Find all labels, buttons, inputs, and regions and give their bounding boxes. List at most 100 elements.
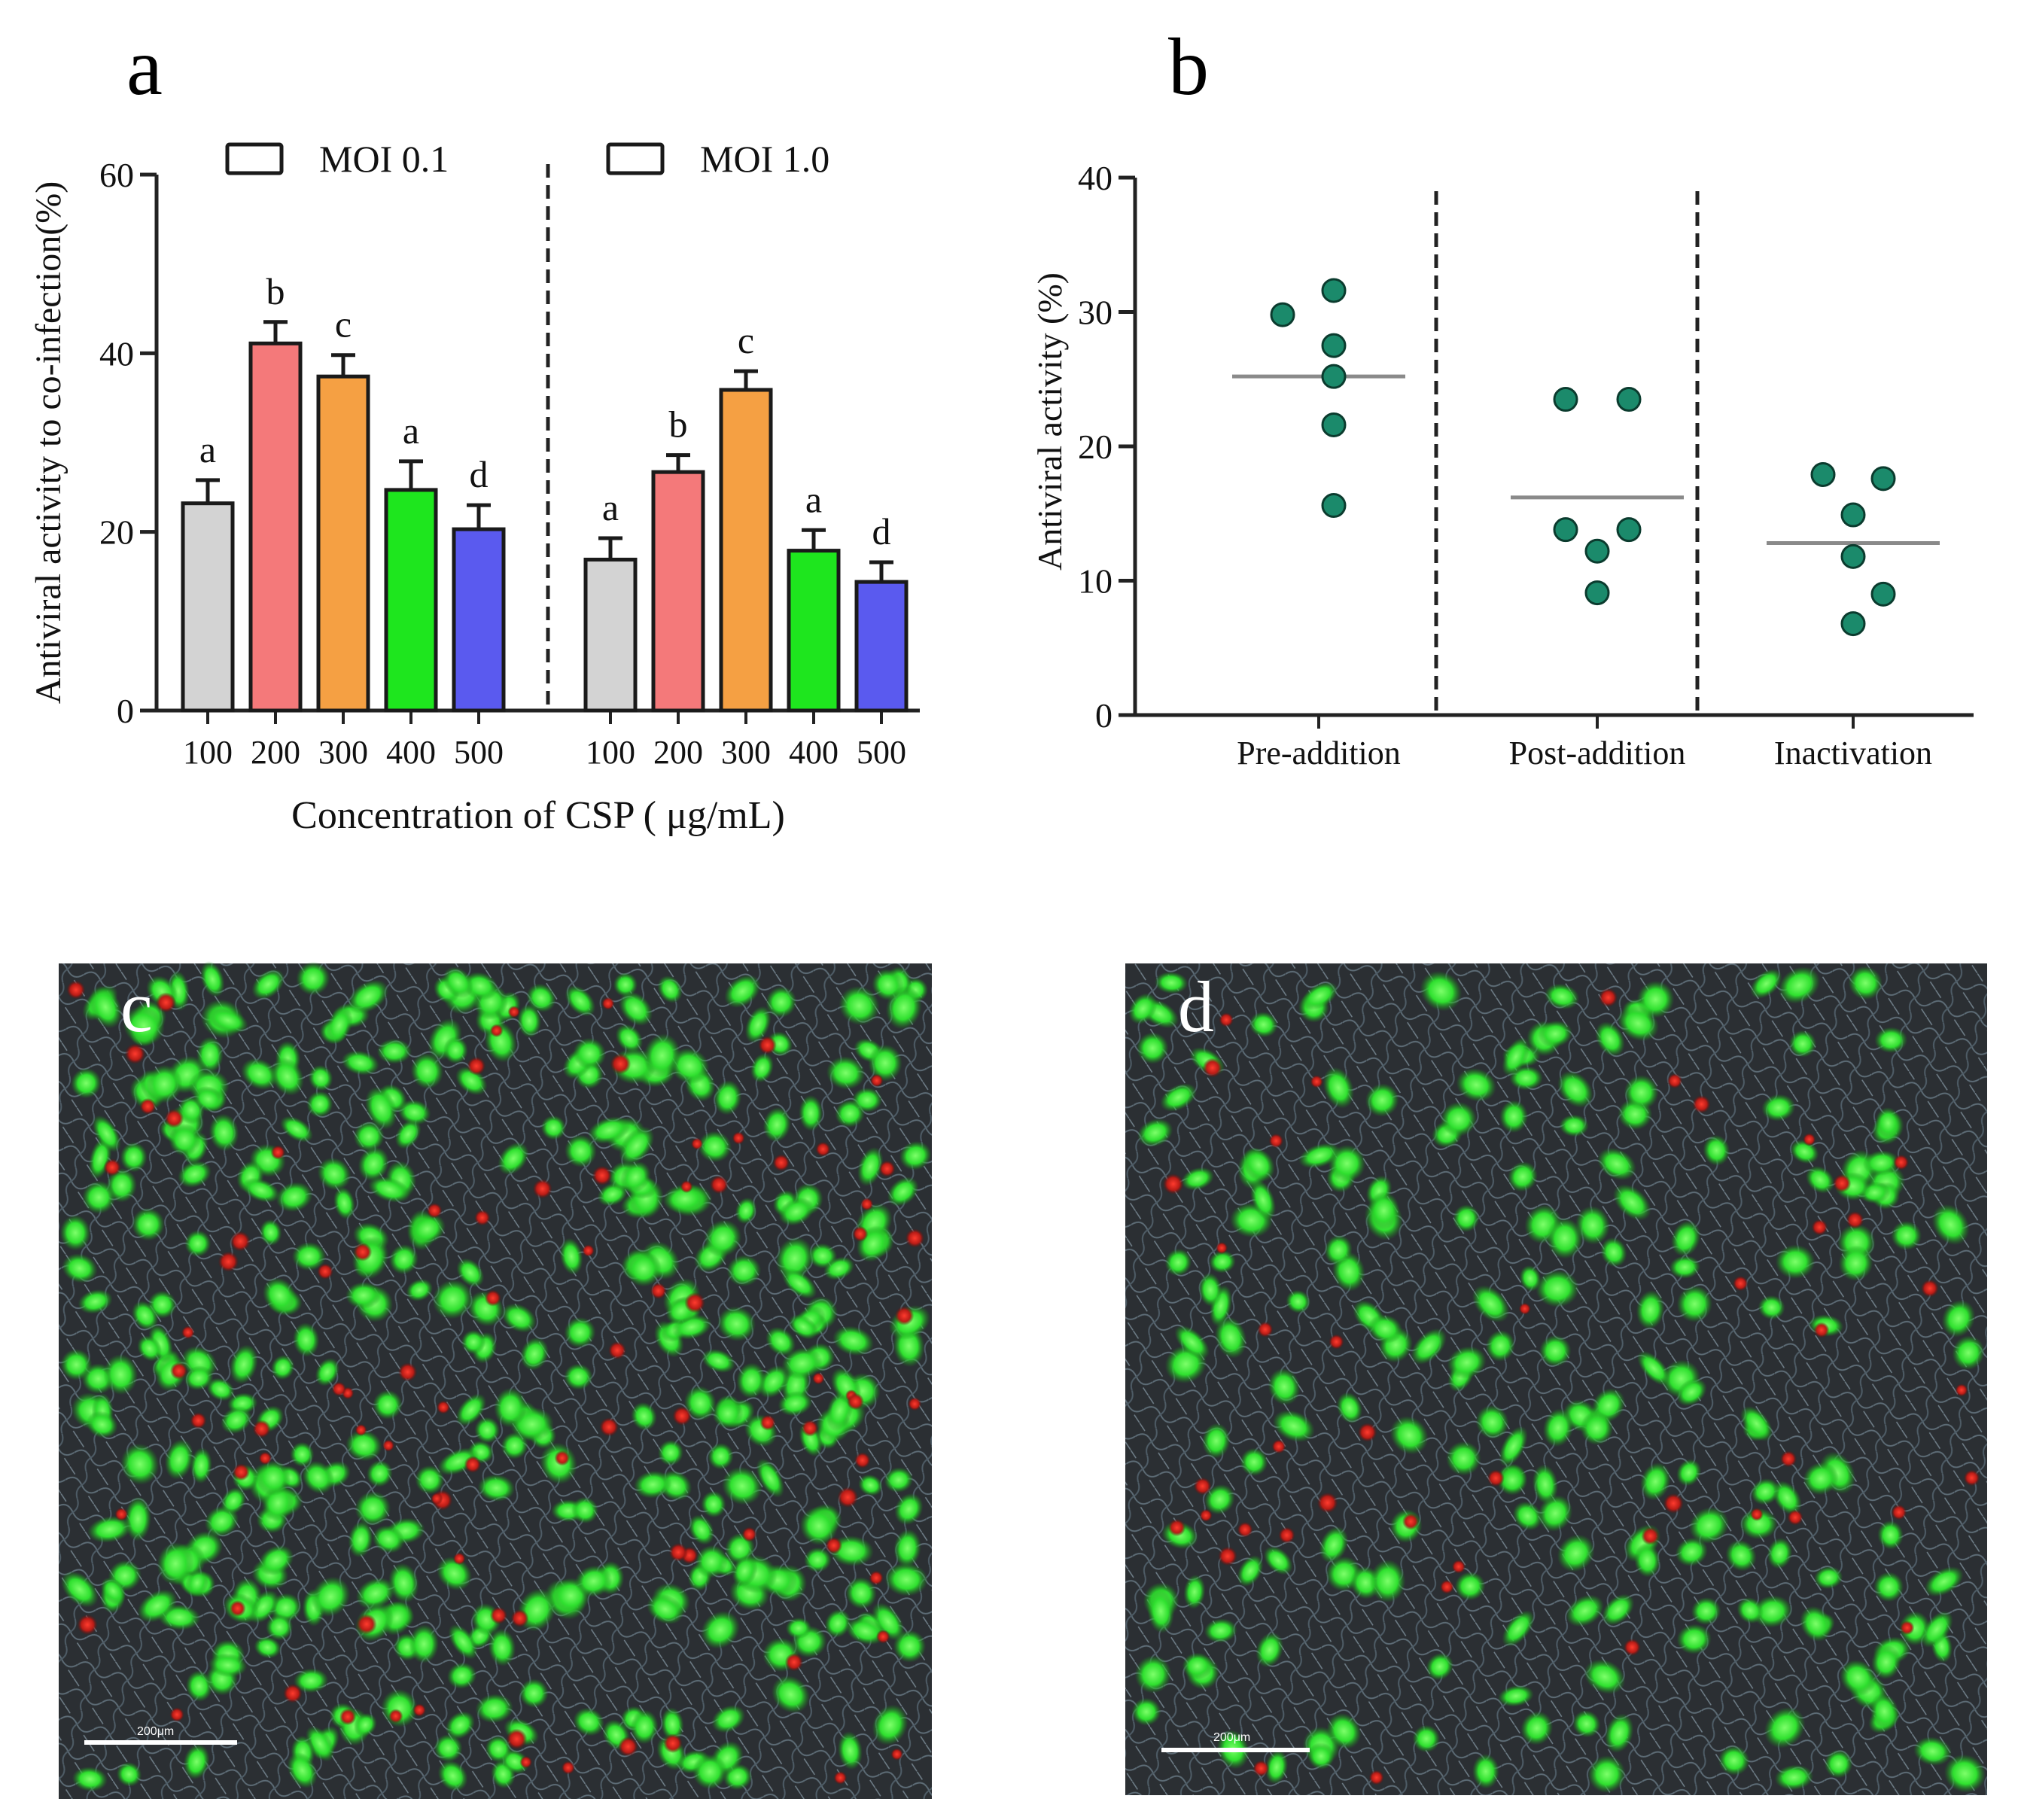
panel-b-data-point	[1616, 387, 1642, 412]
red-fluorescent-cell	[1252, 1760, 1270, 1777]
red-fluorescent-cell	[869, 1073, 884, 1088]
green-fluorescent-cell	[241, 1058, 279, 1091]
panel-b-data-point	[1810, 461, 1836, 487]
green-fluorescent-cell	[488, 1628, 516, 1666]
green-fluorescent-cell	[120, 1142, 148, 1173]
red-fluorescent-cell	[599, 1417, 619, 1437]
green-fluorescent-cell	[184, 1365, 214, 1391]
green-fluorescent-cell	[1778, 966, 1821, 1004]
green-fluorescent-cell	[61, 1253, 98, 1283]
green-fluorescent-cell	[1445, 1441, 1481, 1476]
green-fluorescent-cell	[254, 1636, 282, 1659]
red-fluorescent-cell	[690, 1137, 704, 1150]
red-fluorescent-cell	[890, 1748, 903, 1761]
green-fluorescent-cell	[376, 1038, 412, 1064]
green-fluorescent-cell	[131, 1207, 165, 1241]
green-fluorescent-cell	[355, 1577, 395, 1610]
green-fluorescent-cell	[1740, 1405, 1773, 1442]
green-fluorescent-cell	[71, 1067, 102, 1099]
red-fluorescent-cell	[1202, 1058, 1222, 1078]
green-fluorescent-cell	[258, 1545, 294, 1576]
green-fluorescent-cell	[1597, 1147, 1636, 1181]
green-fluorescent-cell	[287, 1752, 318, 1789]
red-fluorescent-cell	[772, 1154, 790, 1171]
green-fluorescent-cell	[1496, 1465, 1528, 1496]
green-fluorescent-cell	[348, 979, 389, 1014]
panel-a-bar	[719, 388, 773, 713]
panel-a-bar	[787, 549, 841, 713]
panel-a-x-tick-label: 100	[183, 734, 233, 771]
green-fluorescent-cell	[461, 1329, 486, 1355]
green-fluorescent-cell	[711, 1705, 746, 1733]
red-fluorescent-cell	[876, 1630, 890, 1644]
red-fluorescent-cell	[232, 1463, 250, 1481]
red-fluorescent-cell	[1955, 1383, 1968, 1397]
panel-b-data-point	[1321, 493, 1347, 519]
panel-b-data-point	[1840, 611, 1866, 637]
panel-a-x-tick-label: 500	[454, 734, 504, 771]
red-fluorescent-cell	[484, 1289, 501, 1307]
green-fluorescent-cell	[1324, 1234, 1353, 1266]
red-fluorescent-cell	[436, 1400, 451, 1414]
green-fluorescent-cell	[1752, 1595, 1792, 1628]
green-fluorescent-cell	[292, 1322, 320, 1357]
green-fluorescent-cell	[1813, 1566, 1843, 1590]
green-fluorescent-cell	[1502, 1037, 1530, 1076]
green-fluorescent-cell	[613, 972, 638, 997]
green-fluorescent-cell	[1774, 1764, 1814, 1791]
green-fluorescent-cell	[1873, 1572, 1904, 1602]
green-fluorescent-cell	[345, 1429, 382, 1462]
panel-d-letter: d	[1178, 966, 1214, 1047]
panel-a-significance-letter: c	[738, 319, 754, 361]
green-fluorescent-cell	[200, 960, 225, 997]
green-fluorescent-cell	[341, 1050, 380, 1076]
green-fluorescent-cell	[799, 1506, 839, 1546]
green-fluorescent-cell	[893, 1529, 921, 1568]
green-fluorescent-cell	[409, 1624, 440, 1663]
red-fluorescent-cell	[114, 1507, 129, 1521]
green-fluorescent-cell	[1557, 1534, 1595, 1572]
green-fluorescent-cell	[308, 1064, 333, 1091]
green-fluorescent-cell	[103, 1353, 138, 1395]
green-fluorescent-cell	[446, 1662, 477, 1689]
green-fluorescent-cell	[662, 1183, 708, 1214]
green-fluorescent-cell	[296, 961, 330, 996]
green-fluorescent-cell	[657, 1439, 684, 1466]
green-fluorescent-cell	[766, 986, 797, 1018]
green-fluorescent-cell	[368, 1176, 411, 1203]
panel-b-x-tick-label: Pre-addition	[1237, 735, 1401, 772]
green-fluorescent-cell	[1475, 1405, 1509, 1440]
green-fluorescent-cell	[1640, 1462, 1671, 1501]
green-fluorescent-cell	[1617, 1005, 1660, 1042]
red-fluorescent-cell	[169, 1362, 188, 1380]
red-fluorescent-cell	[229, 1599, 246, 1618]
red-fluorescent-cell	[1920, 1279, 1939, 1298]
green-fluorescent-cell	[732, 1554, 758, 1587]
green-fluorescent-cell	[1636, 1350, 1671, 1386]
green-fluorescent-cell	[1750, 1478, 1780, 1505]
red-fluorescent-cell	[317, 1263, 333, 1280]
panel-a-bar	[181, 501, 235, 713]
panel-a-significance-letter: a	[199, 428, 216, 470]
green-fluorescent-cell	[540, 1115, 567, 1140]
green-fluorescent-cell	[1689, 1507, 1730, 1545]
red-fluorescent-cell	[1900, 1620, 1915, 1636]
green-fluorescent-cell	[1676, 1624, 1712, 1654]
panel-a-x-tick-label: 300	[318, 734, 368, 771]
green-fluorescent-cell	[884, 1467, 914, 1493]
green-fluorescent-cell	[1453, 1204, 1480, 1232]
panel-a-legend-label: MOI 1.0	[700, 138, 829, 180]
green-fluorescent-cell	[712, 1398, 744, 1429]
green-fluorescent-cell	[1575, 1206, 1610, 1245]
green-fluorescent-cell	[89, 985, 123, 1029]
green-fluorescent-cell	[1595, 1021, 1625, 1057]
green-fluorescent-cell	[1788, 1030, 1817, 1058]
green-fluorescent-cell	[494, 1387, 527, 1428]
green-fluorescent-cell	[259, 1219, 282, 1246]
green-fluorescent-cell	[1544, 983, 1580, 1010]
green-fluorescent-cell	[1498, 1685, 1534, 1707]
panel-a-letter: a	[126, 23, 163, 112]
green-fluorescent-cell	[845, 1617, 885, 1645]
red-fluorescent-cell	[218, 1251, 239, 1272]
